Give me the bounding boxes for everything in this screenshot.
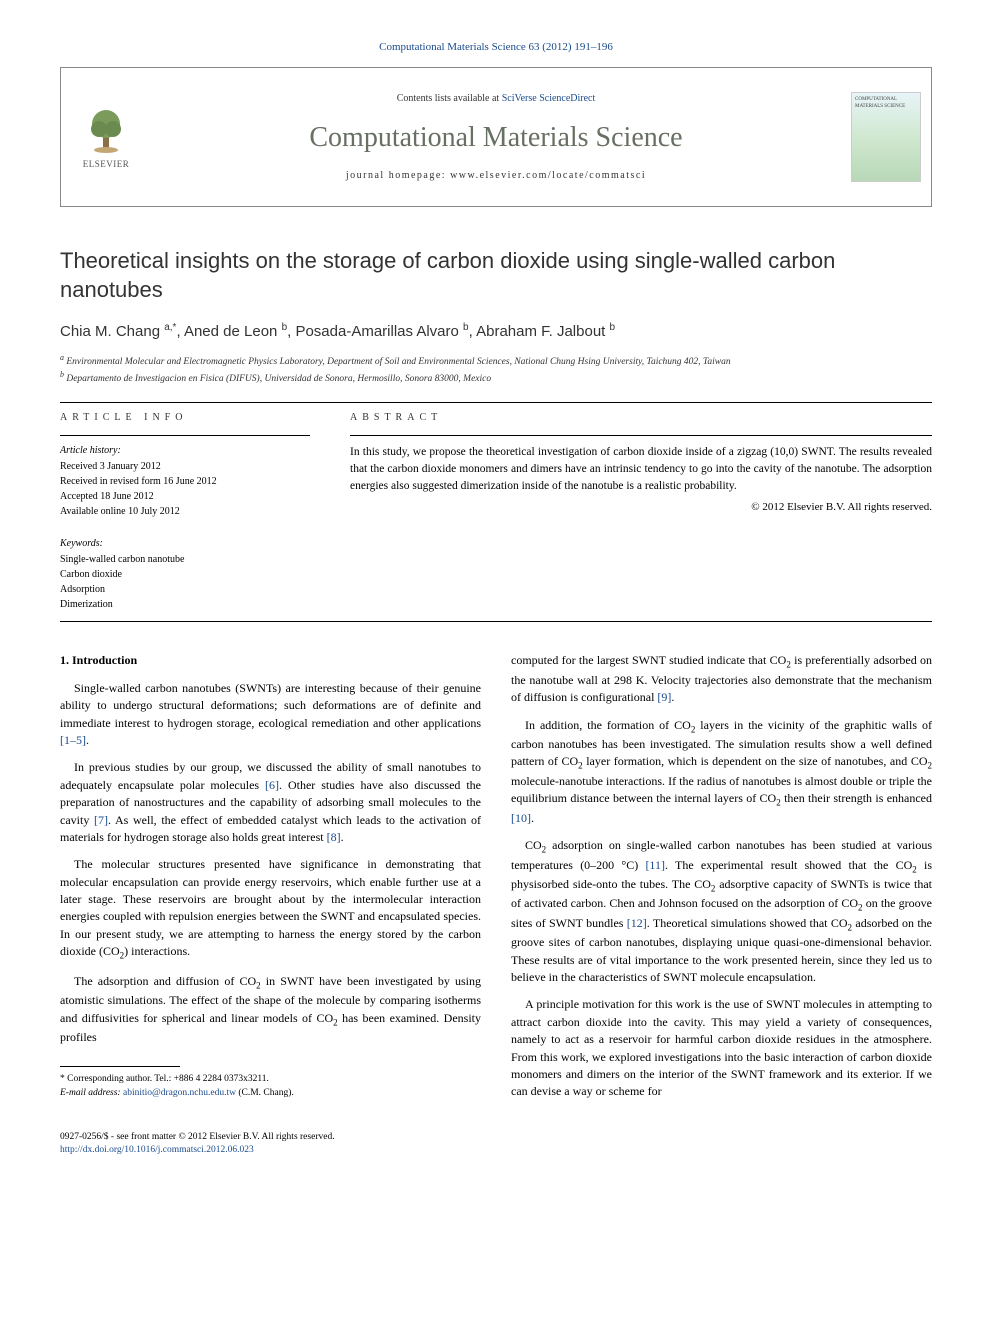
- corresponding-author: * Corresponding author. Tel.: +886 4 228…: [60, 1073, 481, 1100]
- abstract-label: ABSTRACT: [350, 411, 932, 425]
- paragraph: A principle motivation for this work is …: [511, 996, 932, 1100]
- cover-thumbnail-block: COMPUTATIONAL MATERIALS SCIENCE: [841, 68, 931, 206]
- body-columns: 1. Introduction Single-walled carbon nan…: [60, 652, 932, 1110]
- affiliation-a: a Environmental Molecular and Electromag…: [60, 352, 932, 369]
- homepage-prefix: journal homepage:: [346, 170, 450, 181]
- contents-available: Contents lists available at SciVerse Sci…: [397, 92, 596, 106]
- intro-heading: 1. Introduction: [60, 652, 481, 669]
- front-matter-line: 0927-0256/$ - see front matter © 2012 El…: [60, 1131, 932, 1144]
- citation-line: Computational Materials Science 63 (2012…: [60, 40, 932, 55]
- ref-link[interactable]: [12]: [627, 916, 647, 930]
- history-label: Article history:: [60, 444, 310, 458]
- cover-label: COMPUTATIONAL MATERIALS SCIENCE: [855, 96, 917, 110]
- email-label: E-mail address:: [60, 1088, 123, 1098]
- authors-line: Chia M. Chang a,*, Aned de Leon b, Posad…: [60, 321, 932, 342]
- ref-link[interactable]: [11]: [645, 858, 665, 872]
- history-revised: Received in revised form 16 June 2012: [60, 475, 310, 489]
- info-abstract-row: ARTICLE INFO Article history: Received 3…: [60, 411, 932, 613]
- keyword: Dimerization: [60, 598, 310, 612]
- paragraph: Single-walled carbon nanotubes (SWNTs) a…: [60, 680, 481, 750]
- history-received: Received 3 January 2012: [60, 460, 310, 474]
- affiliations: a Environmental Molecular and Electromag…: [60, 352, 932, 387]
- journal-banner: ELSEVIER Contents lists available at Sci…: [60, 67, 932, 207]
- doi-link[interactable]: http://dx.doi.org/10.1016/j.commatsci.20…: [60, 1145, 254, 1155]
- divider: [350, 435, 932, 436]
- divider: [60, 621, 932, 622]
- article-info-column: ARTICLE INFO Article history: Received 3…: [60, 411, 310, 613]
- abstract-text: In this study, we propose the theoretica…: [350, 444, 932, 494]
- ref-link[interactable]: [7]: [94, 813, 108, 827]
- paragraph: CO2 adsorption on single-walled carbon n…: [511, 837, 932, 986]
- article-info-label: ARTICLE INFO: [60, 411, 310, 425]
- divider: [60, 402, 932, 403]
- copyright-line: © 2012 Elsevier B.V. All rights reserved…: [350, 500, 932, 515]
- paragraph: The adsorption and diffusion of CO2 in S…: [60, 973, 481, 1047]
- publisher-logo-block: ELSEVIER: [61, 68, 151, 206]
- paragraph: The molecular structures presented have …: [60, 856, 481, 962]
- contents-prefix: Contents lists available at: [397, 93, 502, 104]
- corresponding-line: * Corresponding author. Tel.: +886 4 228…: [60, 1073, 481, 1086]
- keyword: Carbon dioxide: [60, 568, 310, 582]
- banner-center: Contents lists available at SciVerse Sci…: [151, 68, 841, 206]
- keyword: Adsorption: [60, 583, 310, 597]
- keyword: Single-walled carbon nanotube: [60, 553, 310, 567]
- journal-title: Computational Materials Science: [309, 118, 682, 157]
- elsevier-tree-icon: [81, 104, 131, 154]
- ref-link[interactable]: [1–5]: [60, 733, 86, 747]
- footer-block: 0927-0256/$ - see front matter © 2012 El…: [60, 1131, 932, 1158]
- ref-link[interactable]: [10]: [511, 811, 531, 825]
- abstract-column: ABSTRACT In this study, we propose the t…: [350, 411, 932, 613]
- divider: [60, 435, 310, 436]
- corresponding-email-line: E-mail address: abinitio@dragon.nchu.edu…: [60, 1087, 481, 1100]
- ref-link[interactable]: [9]: [657, 690, 671, 704]
- article-title: Theoretical insights on the storage of c…: [60, 247, 932, 304]
- homepage-url: www.elsevier.com/locate/commatsci: [450, 170, 646, 181]
- paragraph: In addition, the formation of CO2 layers…: [511, 717, 932, 827]
- paragraph: In previous studies by our group, we dis…: [60, 759, 481, 846]
- keywords-label: Keywords:: [60, 537, 310, 551]
- affiliation-b: b Departamento de Investigacion en Fisic…: [60, 369, 932, 386]
- elsevier-label: ELSEVIER: [83, 158, 130, 171]
- ref-link[interactable]: [6]: [265, 778, 279, 792]
- right-column: computed for the largest SWNT studied in…: [511, 652, 932, 1110]
- history-accepted: Accepted 18 June 2012: [60, 490, 310, 504]
- history-online: Available online 10 July 2012: [60, 505, 310, 519]
- ref-link[interactable]: [8]: [327, 830, 341, 844]
- paragraph: computed for the largest SWNT studied in…: [511, 652, 932, 706]
- left-column: 1. Introduction Single-walled carbon nan…: [60, 652, 481, 1110]
- footnote-divider: [60, 1066, 180, 1067]
- keywords-block: Keywords: Single-walled carbon nanotube …: [60, 537, 310, 612]
- email-suffix: (C.M. Chang).: [236, 1088, 294, 1098]
- scidirect-link[interactable]: SciVerse ScienceDirect: [502, 93, 596, 104]
- email-link[interactable]: abinitio@dragon.nchu.edu.tw: [123, 1088, 236, 1098]
- journal-homepage: journal homepage: www.elsevier.com/locat…: [346, 169, 646, 183]
- journal-cover-thumbnail: COMPUTATIONAL MATERIALS SCIENCE: [851, 92, 921, 182]
